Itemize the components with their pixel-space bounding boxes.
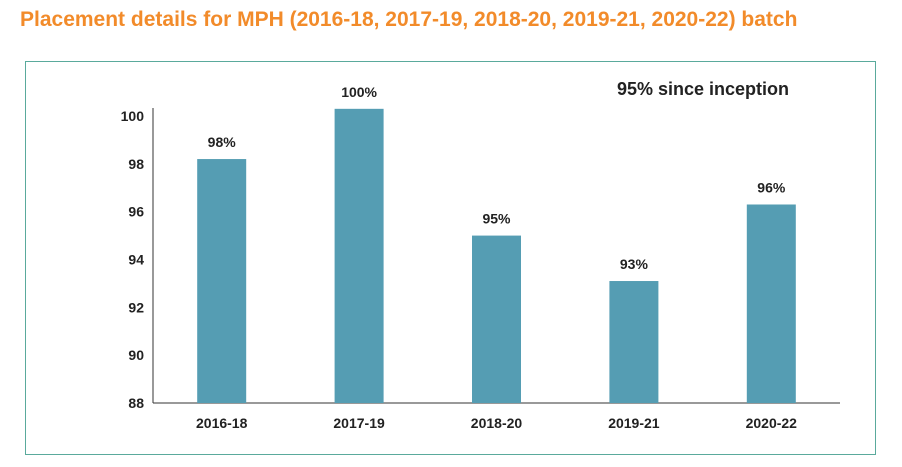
x-tick-label: 2018-20 (471, 415, 523, 431)
y-tick-label: 88 (128, 395, 144, 411)
x-tick-label: 2020-22 (746, 415, 798, 431)
y-tick-label: 98 (128, 156, 144, 172)
bar (609, 281, 659, 403)
x-tick-label: 2017-19 (333, 415, 385, 431)
chart-title: Placement details for MPH (2016-18, 2017… (20, 8, 798, 31)
bar (472, 235, 521, 403)
y-axis: 100 98 96 94 92 90 88 (121, 108, 154, 411)
bar (334, 108, 384, 403)
x-axis: 2016-18 2017-19 2018-20 2019-21 2020-22 (153, 402, 840, 431)
bar (197, 159, 247, 403)
bars: 98% 100% 95% 93% 96% (197, 84, 796, 403)
y-tick-label: 96 (128, 204, 144, 220)
data-label: 93% (620, 256, 649, 272)
data-label: 96% (757, 179, 786, 195)
data-label: 100% (341, 84, 377, 100)
x-tick-label: 2016-18 (196, 415, 248, 431)
annotation-text: 95% since inception (617, 79, 789, 99)
data-label: 98% (208, 134, 237, 150)
bar (746, 204, 796, 403)
chart-frame (25, 61, 876, 455)
data-label: 95% (482, 211, 511, 227)
y-tick-label: 92 (128, 299, 144, 315)
x-tick-label: 2019-21 (608, 415, 660, 431)
y-tick-label: 94 (128, 252, 144, 268)
y-tick-label: 100 (121, 108, 145, 124)
y-tick-label: 90 (128, 347, 144, 363)
